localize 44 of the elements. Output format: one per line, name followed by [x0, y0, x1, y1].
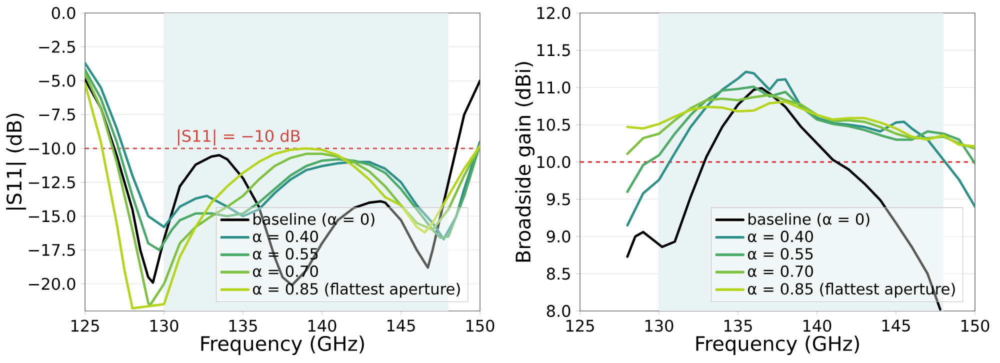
- y-axis-title: Broadside gain (dBi): [515, 62, 535, 262]
- y-tick-label: −12.5: [28, 176, 75, 188]
- y-tick-label: −17.5: [28, 244, 75, 256]
- y-axis-title: |S11| (dB): [6, 114, 26, 210]
- y-tick-label: 10.0: [537, 156, 570, 168]
- y-tick-label: −7.5: [39, 108, 75, 121]
- x-tick-label: 145: [387, 320, 415, 332]
- line-series: [626, 70, 975, 227]
- y-tick-label: −15.0: [28, 210, 76, 222]
- line-series: [626, 86, 975, 193]
- x-tick-label: 130: [645, 320, 674, 332]
- x-tick-label: 140: [308, 320, 336, 332]
- y-tick-label: 8.5: [546, 268, 570, 280]
- x-tick-label: 135: [229, 320, 257, 332]
- legend-label: baseline (α = 0): [748, 213, 870, 227]
- y-tick-label: −5.0: [39, 74, 76, 87]
- x-tick-label: 145: [882, 320, 910, 332]
- x-tick-label: 140: [803, 320, 832, 332]
- y-tick-label: 11.5: [537, 44, 570, 56]
- line-series: [626, 100, 975, 148]
- legend-label: α = 0.70: [748, 265, 813, 278]
- y-tick-label: 9.5: [546, 193, 570, 206]
- legend-label: α = 0.85 (flattest aperture): [252, 282, 460, 298]
- x-axis-title: Frequency (GHz): [201, 336, 364, 355]
- x-tick-label: 125: [72, 320, 99, 332]
- y-tick-label: −2.5: [39, 40, 75, 53]
- y-tick-label: 11.0: [537, 81, 570, 94]
- y-tick-label: 8.0: [546, 304, 570, 318]
- line-series: [626, 94, 975, 155]
- y-tick-label: 0.0: [52, 6, 76, 20]
- x-tick-label: 125: [566, 320, 594, 332]
- y-tick-label: 9.0: [546, 230, 570, 243]
- x-axis-title: Frequency (GHz): [696, 336, 859, 355]
- y-tick-label: −20.0: [28, 278, 76, 290]
- x-tick-label: 150: [466, 320, 494, 332]
- legend-label: α = 0.40: [748, 230, 813, 242]
- x-tick-label: 135: [724, 320, 752, 332]
- y-tick-label: 12.0: [537, 6, 570, 20]
- ref-line-label: |S11| = −10 dB: [178, 130, 300, 146]
- x-tick-label: 130: [150, 320, 178, 332]
- y-tick-label: 10.5: [537, 118, 570, 131]
- y-tick-label: −10.0: [28, 142, 76, 154]
- x-tick-label: 150: [961, 320, 990, 332]
- legend-label: α = 0.55: [748, 248, 813, 260]
